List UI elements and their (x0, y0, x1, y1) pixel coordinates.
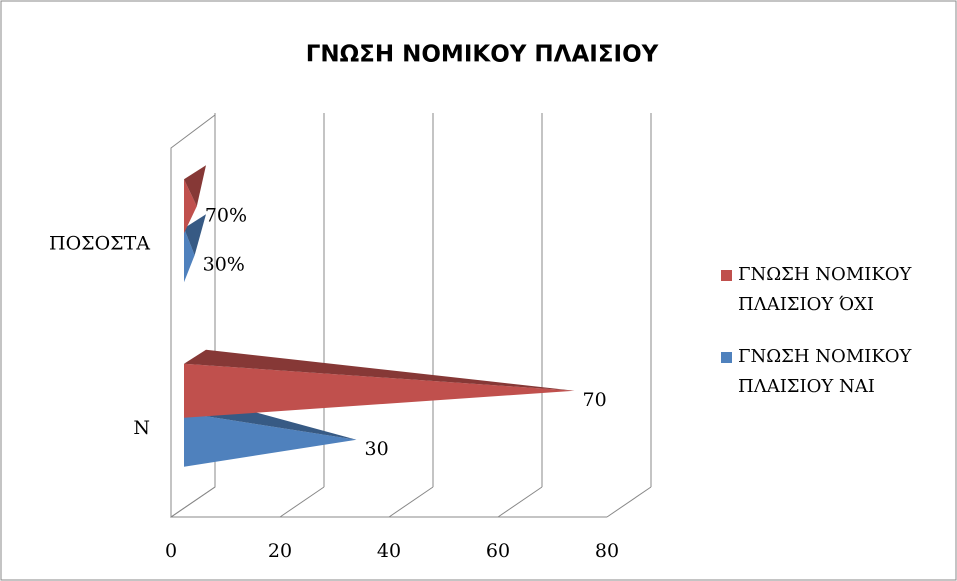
bar-top (184, 349, 575, 391)
x-tick-label: 40 (377, 540, 401, 562)
x-tick-label: 60 (486, 540, 510, 562)
x-tick-label: 80 (595, 540, 619, 562)
legend-swatch (721, 270, 732, 281)
grid-line (170, 486, 216, 518)
x-tick-label: 0 (165, 540, 177, 562)
grid-line (279, 486, 325, 518)
x-tick-label: 20 (268, 540, 292, 562)
chart-title: ΓΝΩΣΗ ΝΟΜΙΚΟΥ ΠΛΑΙΣΙΟΥ (306, 42, 659, 68)
grid-line (388, 486, 434, 518)
bar (184, 179, 197, 234)
y-tick-label: ΠΟΣΟΣΤΑ (49, 232, 150, 254)
bar (184, 363, 575, 418)
bar (184, 228, 195, 283)
grid-line (497, 486, 543, 518)
y-tick-label: N (133, 417, 150, 439)
bar-top (184, 165, 206, 207)
bar-top (184, 214, 206, 256)
value-label: 70 (583, 389, 607, 411)
value-label: 30% (203, 253, 245, 275)
legend-swatch (721, 352, 732, 363)
value-label: 30 (365, 438, 389, 460)
grid-line (606, 486, 652, 518)
legend-label: ΓΝΩΣΗ ΝΟΜΙΚΟΥ ΠΛΑΙΣΙΟΥ ΝΑΙ (738, 346, 912, 397)
bar (184, 412, 357, 467)
value-label: 70% (205, 204, 247, 226)
legend-label: ΓΝΩΣΗ ΝΟΜΙΚΟΥ ΠΛΑΙΣΙΟΥ ΌΧΙ (738, 264, 912, 315)
